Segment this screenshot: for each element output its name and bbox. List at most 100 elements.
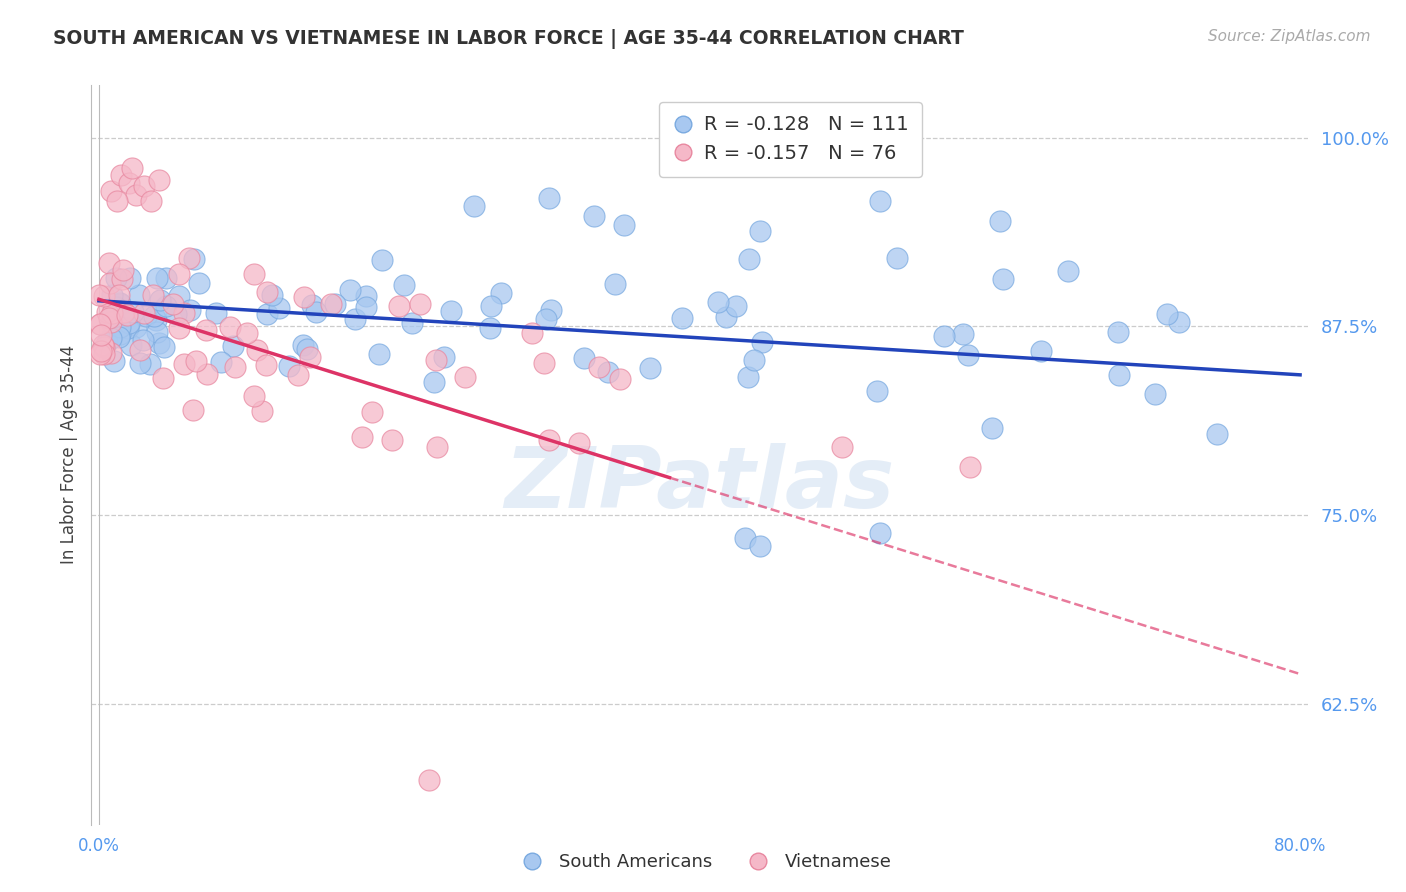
Point (287, 368, 309, 383)
Point (169, 289, 191, 303)
Point (1206, 426, 1229, 441)
Point (256, 307, 278, 321)
Point (122, 305, 145, 319)
Point (89, 288, 111, 302)
Point (100, 316, 122, 330)
Point (155, 299, 177, 313)
Point (277, 359, 299, 373)
Point (538, 433, 561, 447)
Point (714, 310, 737, 324)
Point (401, 316, 423, 330)
Point (162, 297, 184, 311)
Point (981, 421, 1004, 435)
Point (1156, 307, 1178, 321)
Point (572, 351, 595, 366)
Point (93, 289, 115, 303)
Point (120, 338, 142, 352)
Point (267, 301, 290, 316)
Point (108, 296, 131, 310)
Point (224, 359, 246, 374)
Point (869, 194, 891, 208)
Point (104, 300, 127, 314)
Point (737, 370, 759, 384)
Point (392, 278, 415, 293)
Point (125, 188, 148, 202)
Point (533, 356, 555, 370)
Point (89, 317, 111, 331)
Point (195, 323, 218, 337)
Point (135, 309, 157, 323)
Point (167, 267, 190, 281)
Point (751, 334, 773, 349)
Point (110, 169, 132, 183)
Point (886, 252, 908, 266)
Point (534, 312, 557, 326)
Point (222, 339, 245, 353)
Point (866, 384, 889, 398)
Point (361, 405, 384, 419)
Point (1144, 387, 1167, 401)
Point (236, 326, 259, 340)
Point (148, 335, 170, 350)
Point (292, 290, 315, 304)
Point (583, 209, 606, 223)
Point (107, 288, 129, 302)
Point (426, 441, 449, 455)
Point (321, 297, 343, 311)
Point (89, 317, 111, 331)
Point (93, 347, 115, 361)
Point (343, 312, 366, 326)
Point (738, 252, 761, 266)
Point (540, 303, 562, 318)
Point (93, 340, 115, 354)
Point (104, 271, 127, 285)
Point (478, 320, 501, 334)
Point (90, 327, 112, 342)
Point (243, 389, 266, 403)
Point (128, 288, 150, 302)
Legend: South Americans, Vietnamese: South Americans, Vietnamese (508, 847, 898, 879)
Text: 0.0%: 0.0% (77, 838, 120, 855)
Point (97, 310, 120, 325)
Point (108, 296, 131, 310)
Point (742, 353, 765, 368)
Point (186, 354, 208, 368)
Point (588, 359, 610, 374)
Point (89, 347, 111, 361)
Point (183, 252, 205, 266)
Point (262, 287, 284, 301)
Point (173, 306, 195, 320)
Point (299, 351, 322, 365)
Point (152, 371, 174, 385)
Point (105, 194, 128, 208)
Point (707, 295, 730, 310)
Point (423, 375, 446, 389)
Point (831, 441, 853, 455)
Point (173, 357, 195, 371)
Point (638, 361, 661, 376)
Point (129, 343, 152, 358)
Point (117, 320, 139, 334)
Point (959, 460, 981, 475)
Point (409, 297, 432, 311)
Point (250, 404, 273, 418)
Point (246, 343, 269, 358)
Point (301, 297, 323, 311)
Point (149, 293, 172, 307)
Point (141, 194, 163, 208)
Point (1168, 315, 1191, 329)
Point (748, 539, 770, 553)
Point (453, 370, 475, 384)
Point (112, 262, 135, 277)
Point (934, 329, 956, 343)
Point (367, 347, 389, 361)
Point (1107, 325, 1129, 339)
Point (155, 270, 177, 285)
Point (869, 526, 891, 541)
Point (142, 287, 165, 301)
Point (121, 161, 143, 175)
Point (138, 357, 160, 371)
Point (167, 321, 190, 335)
Point (568, 435, 591, 450)
Point (1057, 264, 1080, 278)
